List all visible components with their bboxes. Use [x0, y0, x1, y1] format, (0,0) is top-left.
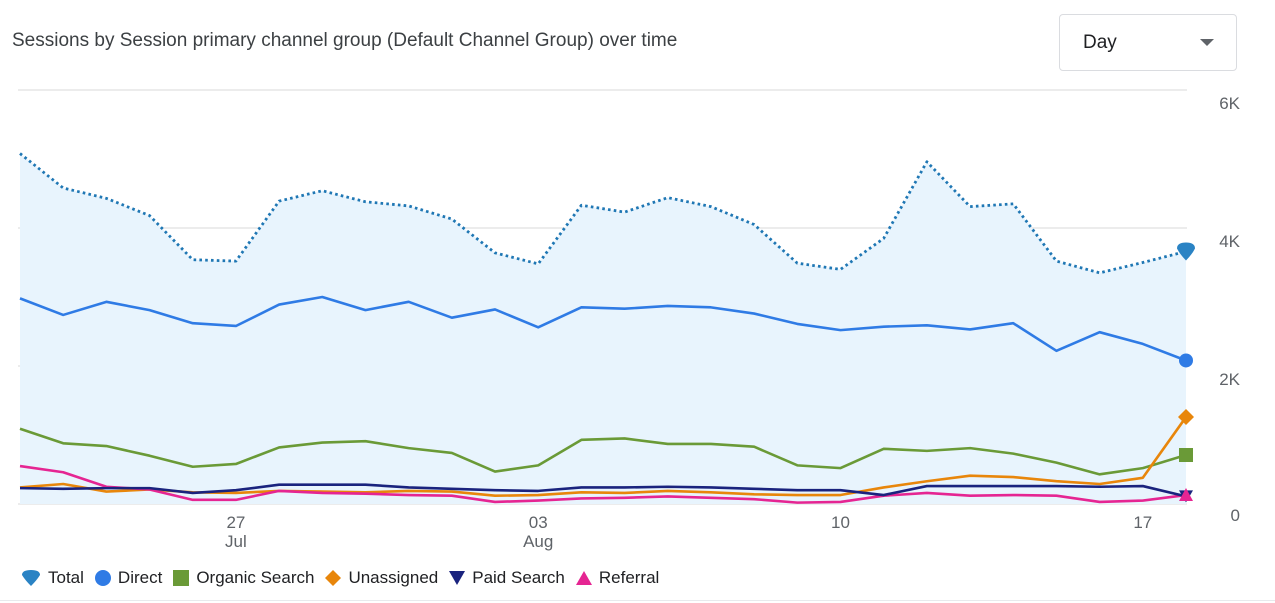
- x-tick-sublabel: Aug: [523, 532, 553, 551]
- chart-title: Sessions by Session primary channel grou…: [12, 30, 678, 51]
- circle-icon: [94, 569, 112, 587]
- x-tick-label: 17: [1133, 513, 1152, 532]
- x-tick-label: 27: [226, 513, 245, 532]
- series-line-organic-search: [19, 427, 1187, 476]
- y-tick-label: 4K: [1219, 232, 1240, 251]
- series-line-direct: [19, 295, 1187, 362]
- granularity-value: Day: [1083, 32, 1117, 53]
- legend-label: Direct: [117, 568, 163, 587]
- legend-item-direct[interactable]: Direct: [94, 568, 162, 588]
- chevron-down-icon[interactable]: [1200, 39, 1214, 46]
- end-marker-total: [1177, 242, 1195, 261]
- x-tick-sublabel: Jul: [225, 532, 247, 551]
- legend-label: Unassigned: [348, 568, 439, 587]
- legend-item-organic-search[interactable]: Organic Search: [172, 568, 314, 588]
- square-icon: [172, 569, 190, 587]
- granularity-dropdown[interactable]: Day: [1059, 14, 1237, 71]
- legend-item-unassigned[interactable]: Unassigned: [324, 568, 438, 588]
- x-tick-label: 03: [529, 513, 548, 532]
- series-line-paid-search: [19, 483, 1187, 498]
- legend-label: Organic Search: [196, 568, 315, 587]
- series-line-referral: [19, 464, 1187, 504]
- y-tick-label: 6K: [1219, 94, 1240, 113]
- y-tick-label: 0: [1231, 506, 1240, 525]
- legend-item-referral[interactable]: Referral: [575, 568, 659, 588]
- legend-label: Paid Search: [472, 568, 565, 587]
- end-marker-direct: [1179, 353, 1193, 368]
- divider: [0, 600, 1275, 601]
- triangle-down-icon: [448, 569, 466, 587]
- diamond-icon: [324, 569, 342, 587]
- legend-item-paid-search[interactable]: Paid Search: [448, 568, 565, 588]
- y-tick-label: 2K: [1219, 370, 1240, 389]
- x-tick-label: 10: [831, 513, 850, 532]
- end-marker-organic-search: [1179, 448, 1193, 463]
- legend-label: Referral: [598, 568, 660, 587]
- triangle-up-icon: [575, 569, 593, 587]
- legend-item-total[interactable]: Total: [20, 568, 84, 588]
- chart-legend: Total Direct Organic Search Unassigned Paid …: [20, 568, 669, 588]
- total-area: [20, 153, 1186, 505]
- end-marker-unassigned: [1178, 409, 1194, 426]
- legend-label: Total: [48, 568, 84, 587]
- end-marker-referral: [1179, 488, 1193, 502]
- pin-icon: [20, 569, 42, 587]
- series-line-total: [19, 152, 1187, 275]
